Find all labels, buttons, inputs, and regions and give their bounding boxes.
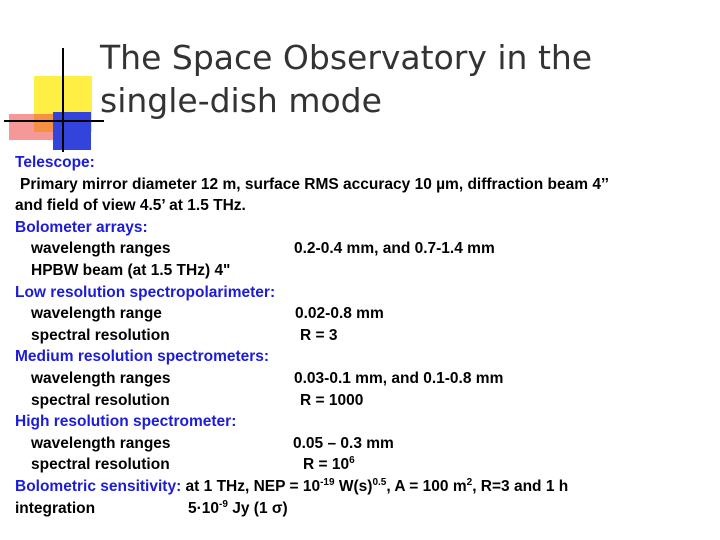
decor-vertical-line	[62, 48, 64, 152]
low-res-colon: :	[269, 283, 276, 301]
medium-res-heading: Medium resolution spectrometers	[15, 348, 264, 366]
high-res-wavelength-value: 0.05 – 0.3 mm	[293, 434, 394, 452]
low-res-resolution-label: spectral resolution	[31, 326, 170, 344]
sensitivity-heading: Bolometric sensitivity	[15, 477, 177, 495]
low-res-resolution-value: R = 3	[300, 326, 338, 344]
sensitivity-exp-3: 2	[466, 476, 473, 488]
medium-res-resolution-row: spectral resolution R = 1000	[15, 390, 715, 412]
sensitivity-line-2: integration 5·10-9 Jy (1 σ)	[15, 498, 715, 520]
sensitivity-value-exp: -9	[219, 498, 228, 510]
telescope-heading: Telescope	[15, 154, 90, 171]
telescope-colon: :	[89, 154, 95, 171]
medium-res-resolution-label: spectral resolution	[31, 391, 170, 409]
medium-res-heading-line: Medium resolution spectrometers:	[15, 346, 715, 368]
decor-red-square	[9, 114, 57, 140]
high-res-wavelength-label: wavelength ranges	[31, 434, 171, 452]
sensitivity-exp-2: 0.5	[372, 476, 387, 488]
sensitivity-text-4: , R=3 and 1 h	[472, 477, 569, 495]
low-res-resolution-row: spectral resolution R = 3	[15, 325, 715, 347]
slide-title: The Space Observatory in the single-dish…	[100, 36, 700, 122]
sensitivity-line-1: Bolometric sensitivity: at 1 THz, NEP = …	[15, 476, 715, 498]
high-res-colon: :	[231, 413, 237, 431]
sensitivity-integration-label: integration	[15, 499, 96, 517]
high-res-resolution-value: R = 106	[303, 454, 355, 476]
high-res-resolution-exponent: 6	[349, 455, 355, 467]
low-res-wavelength-value: 0.02-0.8 mm	[295, 305, 384, 323]
bolometer-wavelength-value: 0.2-0.4 mm, and 0.7-1.4 mm	[294, 240, 495, 258]
decor-horizontal-line	[4, 120, 104, 122]
sensitivity-value-base: 5·10	[188, 499, 220, 517]
bolometer-heading: Bolometer arrays	[15, 218, 143, 236]
medium-res-wavelength-value: 0.03-0.1 mm, and 0.1-0.8 mm	[294, 369, 504, 387]
medium-res-resolution-value: R = 1000	[300, 391, 364, 409]
high-res-resolution-label: spectral resolution	[31, 456, 170, 474]
bolometer-wavelength-row: wavelength ranges 0.2-0.4 mm, and 0.7-1.…	[15, 238, 715, 260]
medium-res-wavelength-row: wavelength ranges 0.03-0.1 mm, and 0.1-0…	[15, 368, 715, 390]
low-res-heading: Low resolution spectropolarimeter	[15, 283, 270, 301]
bolometer-heading-line: Bolometer arrays:	[15, 217, 715, 239]
sensitivity-integration-value: 5·10-9 Jy (1 σ)	[188, 498, 288, 520]
low-res-wavelength-row: wavelength range 0.02-0.8 mm	[15, 303, 715, 325]
medium-res-wavelength-label: wavelength ranges	[31, 369, 171, 387]
slide-body: Telescope: Primary mirror diameter 12 m,…	[15, 152, 715, 519]
title-line-2: single-dish mode	[100, 81, 382, 120]
sensitivity-text-1: at 1 THz, NEP = 10	[181, 477, 321, 495]
sensitivity-text-3: , A = 100 m	[386, 477, 467, 495]
title-line-1: The Space Observatory in the	[100, 38, 593, 77]
high-res-wavelength-row: wavelength ranges 0.05 – 0.3 mm	[15, 433, 715, 455]
low-res-heading-line: Low resolution spectropolarimeter:	[15, 282, 715, 304]
low-res-wavelength-label: wavelength range	[31, 305, 162, 323]
sensitivity-exp-1: -19	[320, 476, 335, 488]
bolometer-hpbw: HPBW beam (at 1.5 THz) 4"	[31, 261, 231, 279]
telescope-heading-line: Telescope:	[15, 152, 715, 174]
telescope-line-1: Primary mirror diameter 12 m, surface RM…	[20, 175, 609, 193]
bolometer-wavelength-label: wavelength ranges	[31, 240, 171, 258]
high-res-resolution-row: spectral resolution R = 106	[15, 454, 715, 476]
high-res-resolution-base: R = 10	[303, 456, 350, 474]
high-res-heading: High resolution spectrometer	[15, 413, 232, 431]
decor-blue-square	[53, 112, 91, 150]
sensitivity-colon: :	[176, 477, 182, 495]
telescope-line-2: and field of view 4.5’ at 1.5 THz.	[15, 197, 246, 215]
bolometer-colon: :	[142, 218, 148, 236]
medium-res-colon: :	[263, 348, 270, 366]
sensitivity-text-2: W(s)	[334, 477, 373, 495]
sensitivity-value-unit: Jy (1 σ)	[227, 499, 288, 517]
high-res-heading-line: High resolution spectrometer:	[15, 411, 715, 433]
